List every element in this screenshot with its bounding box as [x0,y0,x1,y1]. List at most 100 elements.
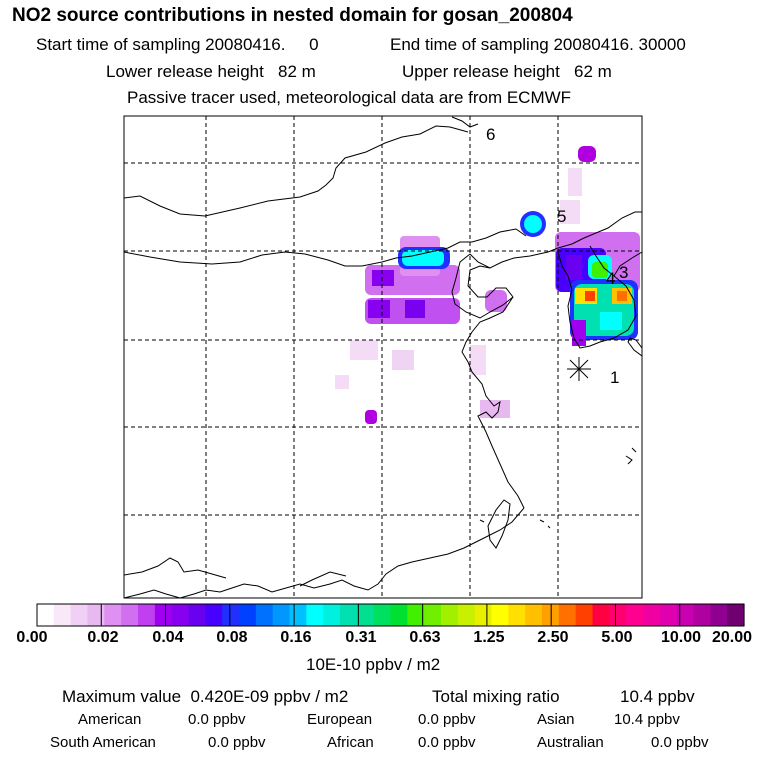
colorbar-swatch [255,604,274,626]
colorbar-swatch [171,604,190,626]
colorbar-swatch [205,604,223,626]
colorbar-swatch [104,604,122,626]
colorbar-tick: 0.16 [280,629,312,646]
colorbar-swatch [70,604,89,626]
colorbar-swatch [626,604,644,626]
upper-release-height-label: Upper release height 62 m [402,62,612,81]
colorbar-swatch [154,604,173,626]
contribution-value: 0.0 ppbv [418,734,476,751]
plume-west-core [372,270,394,286]
maximum-value-label: Maximum value 0.420E-09 ppbv / m2 [62,687,349,706]
colorbar-tick: 20.00 [711,629,753,646]
tracer-info-label: Passive tracer used, meteorological data… [127,88,572,107]
colorbar-swatch [87,604,105,626]
lower-release-height-label: Lower release height 82 m [106,62,316,81]
contribution-value: 10.4 ppbv [614,711,680,728]
total-mixing-ratio-label: Total mixing ratio [432,687,560,706]
colorbar-swatch [188,604,206,626]
plume-korea-red [585,291,595,301]
colorbar-swatch [525,604,543,626]
plume-dot [485,290,507,312]
colorbar-swatch [53,604,72,626]
site-label-5: 5 [557,207,566,226]
start-time-label: Start time of sampling 20080416. 0 [36,35,319,54]
contribution-name: American [78,711,142,728]
colorbar-swatch [457,604,476,626]
plume-korea-blue [566,255,582,280]
plume-korea-green [592,262,608,278]
colorbar-swatch [356,604,375,626]
colorbar-tick: 0.63 [409,629,441,646]
colorbar-swatch [424,604,442,626]
contribution-value: 0.0 ppbv [188,711,246,728]
contribution-name: European [307,711,373,728]
colorbar [37,604,745,626]
colorbar-swatch [710,604,728,626]
colorbar-swatch [37,604,55,626]
concentration-field [335,146,640,424]
site-label-1: 1 [610,368,619,387]
coastlines [123,116,643,599]
colorbar-swatch [373,604,392,626]
contribution-name: Australian [537,734,604,751]
colorbar-tick: 10.00 [660,629,702,646]
contribution-name: South American [50,734,156,751]
colorbar-swatch [727,604,745,626]
colorbar-swatch [239,604,257,626]
colorbar-swatch [575,604,594,626]
plume-west-core [405,300,425,318]
contribution-value: 0.0 ppbv [208,734,266,751]
colorbar-tick: 1.25 [473,629,505,646]
plume-west-core [368,300,390,318]
colorbar-swatch [121,604,139,626]
colorbar-tick: 5.00 [601,629,633,646]
map-frame [123,115,643,599]
colorbar-swatch [323,604,341,626]
total-mixing-ratio-value: 10.4 ppbv [620,687,695,706]
contribution-name: African [327,734,374,751]
plume-faint [568,168,582,196]
plume-faint [335,375,349,389]
colorbar-swatch [272,604,291,626]
map-title: NO2 source contributions in nested domai… [12,5,573,26]
end-time-label: End time of sampling 20080416. 30000 [390,35,686,54]
colorbar-swatch [441,604,459,626]
colorbar-swatch [693,604,711,626]
colorbar-swatch [222,604,240,626]
colorbar-tick: 2.50 [537,629,569,646]
colorbar-tick: 0.00 [16,629,48,646]
colorbar-tick: 0.31 [345,629,377,646]
colorbar-swatch [289,604,307,626]
colorbar-swatch [407,604,425,626]
colorbar-swatch [340,604,358,626]
colorbar-swatch [643,604,661,626]
colorbar-swatch [138,604,156,626]
site-label-3: 3 [619,263,628,282]
colorbar-frame [36,603,745,627]
plume-faint [470,345,486,375]
colorbar-swatch [659,604,678,626]
colorbar-swatch [491,604,509,626]
asterisk-icon [567,357,591,381]
plume-korea-violet [572,320,586,346]
plume-faint [350,340,378,360]
colorbar-swatch [508,604,526,626]
contribution-value: 0.0 ppbv [651,734,709,751]
colorbar-units: 10E-10 ppbv / m2 [306,655,441,674]
colorbar-swatch [609,604,627,626]
plume-west-cyan [402,250,444,266]
colorbar-swatch [592,604,610,626]
plume-korea-red [617,291,627,301]
site-label-4: 4 [606,269,615,288]
plume-korea-cyan [600,312,622,330]
lat-lon-grid [124,116,642,598]
site-label-6: 6 [486,125,495,144]
plume-faint [392,350,414,370]
colorbar-tick: 0.04 [152,629,184,646]
colorbar-swatch [390,604,408,626]
colorbar-swatch [474,604,493,626]
contribution-value: 0.0 ppbv [418,711,476,728]
plume-dot [578,146,596,162]
colorbar-swatch [306,604,324,626]
